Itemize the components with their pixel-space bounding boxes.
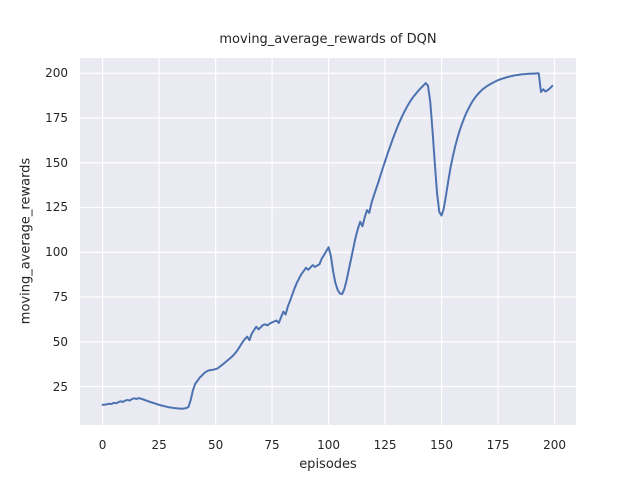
x-tick-label: 200 <box>543 438 566 452</box>
x-tick-label: 25 <box>151 438 167 452</box>
x-tick-label: 50 <box>207 438 224 452</box>
x-tick-label: 125 <box>373 438 397 452</box>
grid-lines <box>80 58 576 425</box>
dqn-reward-line <box>101 72 554 410</box>
y-tick-label: 50 <box>52 334 68 349</box>
x-tick-label: 175 <box>486 438 510 452</box>
plot-area <box>80 58 576 425</box>
y-tick-label: 75 <box>52 289 68 304</box>
x-axis-label: episodes <box>299 457 357 472</box>
y-tick-label: 200 <box>45 66 68 81</box>
x-tick-label: 150 <box>430 438 453 452</box>
y-tick-label: 175 <box>45 110 68 125</box>
y-tick-label: 25 <box>52 379 68 394</box>
y-tick-label: 125 <box>45 200 68 215</box>
x-tick-label: 75 <box>264 438 280 452</box>
y-tick-label: 150 <box>45 155 68 170</box>
chart-title: moving_average_rewards of DQN <box>219 32 437 47</box>
x-tick-label: 100 <box>317 438 341 452</box>
line-chart-canvas <box>80 58 576 425</box>
y-tick-label: 100 <box>45 245 68 260</box>
x-tick-label: 0 <box>98 438 107 452</box>
